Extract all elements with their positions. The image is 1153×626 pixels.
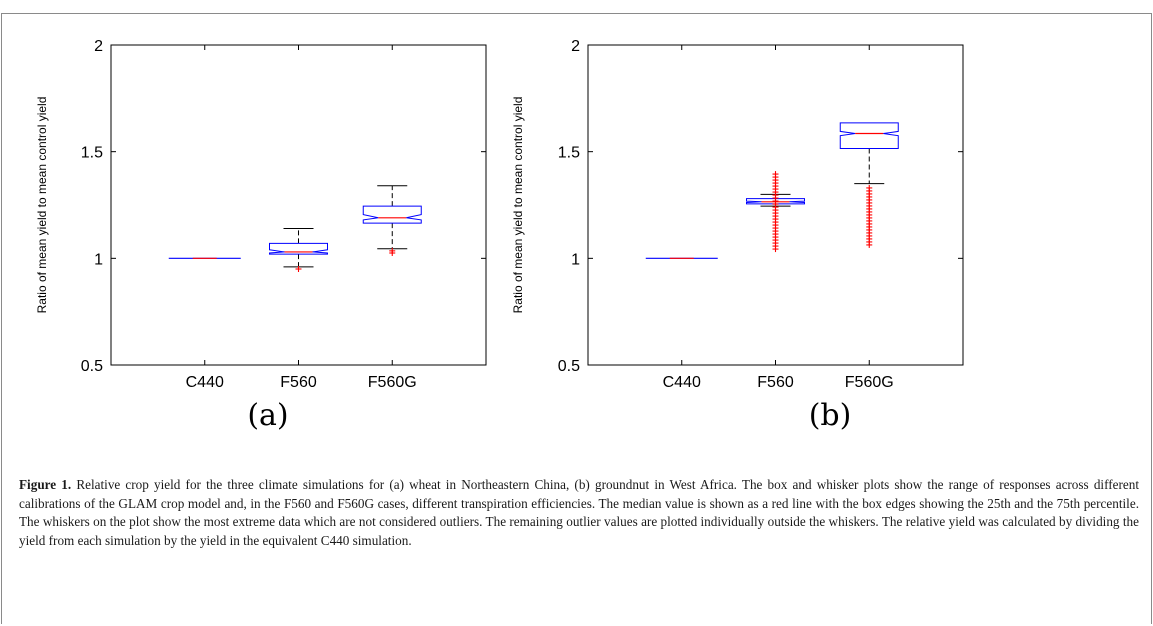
ytick-label: 2 (94, 38, 103, 55)
ytick-label: 2 (571, 38, 580, 55)
box-f560g (362, 185, 422, 256)
panel-a: 0.5 1 1.5 2 Ratio of mean yield to mean cont… (35, 38, 487, 433)
outlier (389, 247, 396, 254)
box-f560 (269, 227, 328, 272)
outlier (772, 246, 779, 253)
ytick-label: 1.5 (81, 145, 103, 162)
box-f560 (746, 171, 805, 253)
ytick-label: 1 (571, 251, 580, 268)
panel-b: 0.5 1 1.5 2 Ratio of mean yield to mean cont… (511, 38, 964, 433)
caption-label: Figure 1. (19, 477, 72, 492)
box-body (839, 122, 899, 149)
caption-text: Relative crop yield for the three climat… (19, 477, 1139, 548)
y-axis-label: Ratio of mean yield to mean control yiel… (511, 97, 525, 314)
box-f560g (839, 122, 899, 248)
figure-svg: 0.5 1 1.5 2 Ratio of mean yield to mean cont… (35, 38, 964, 433)
category-label: C440 (663, 374, 701, 391)
plot-area (110, 44, 487, 366)
ytick-label: 0.5 (558, 358, 580, 375)
ytick-label: 1.5 (558, 145, 580, 162)
panel-label: (a) (247, 398, 288, 433)
box-body (746, 198, 805, 205)
category-label: F560 (757, 374, 794, 391)
figure-frame (1, 13, 1151, 624)
panel-label: (b) (809, 398, 852, 433)
category-label: F560G (845, 374, 894, 391)
category-label: F560 (280, 374, 317, 391)
box-body (269, 242, 328, 255)
figure-caption: Figure 1. Relative crop yield for the th… (19, 476, 1139, 550)
outlier (295, 266, 302, 272)
ytick-label: 0.5 (81, 358, 103, 375)
category-label: C440 (186, 374, 224, 391)
figure-frame-right (1151, 13, 1152, 624)
outlier (866, 241, 873, 248)
category-label: F560G (368, 374, 417, 391)
box-body (362, 205, 422, 224)
ytick-label: 1 (94, 251, 103, 268)
y-axis-label: Ratio of mean yield to mean control yiel… (35, 97, 49, 314)
